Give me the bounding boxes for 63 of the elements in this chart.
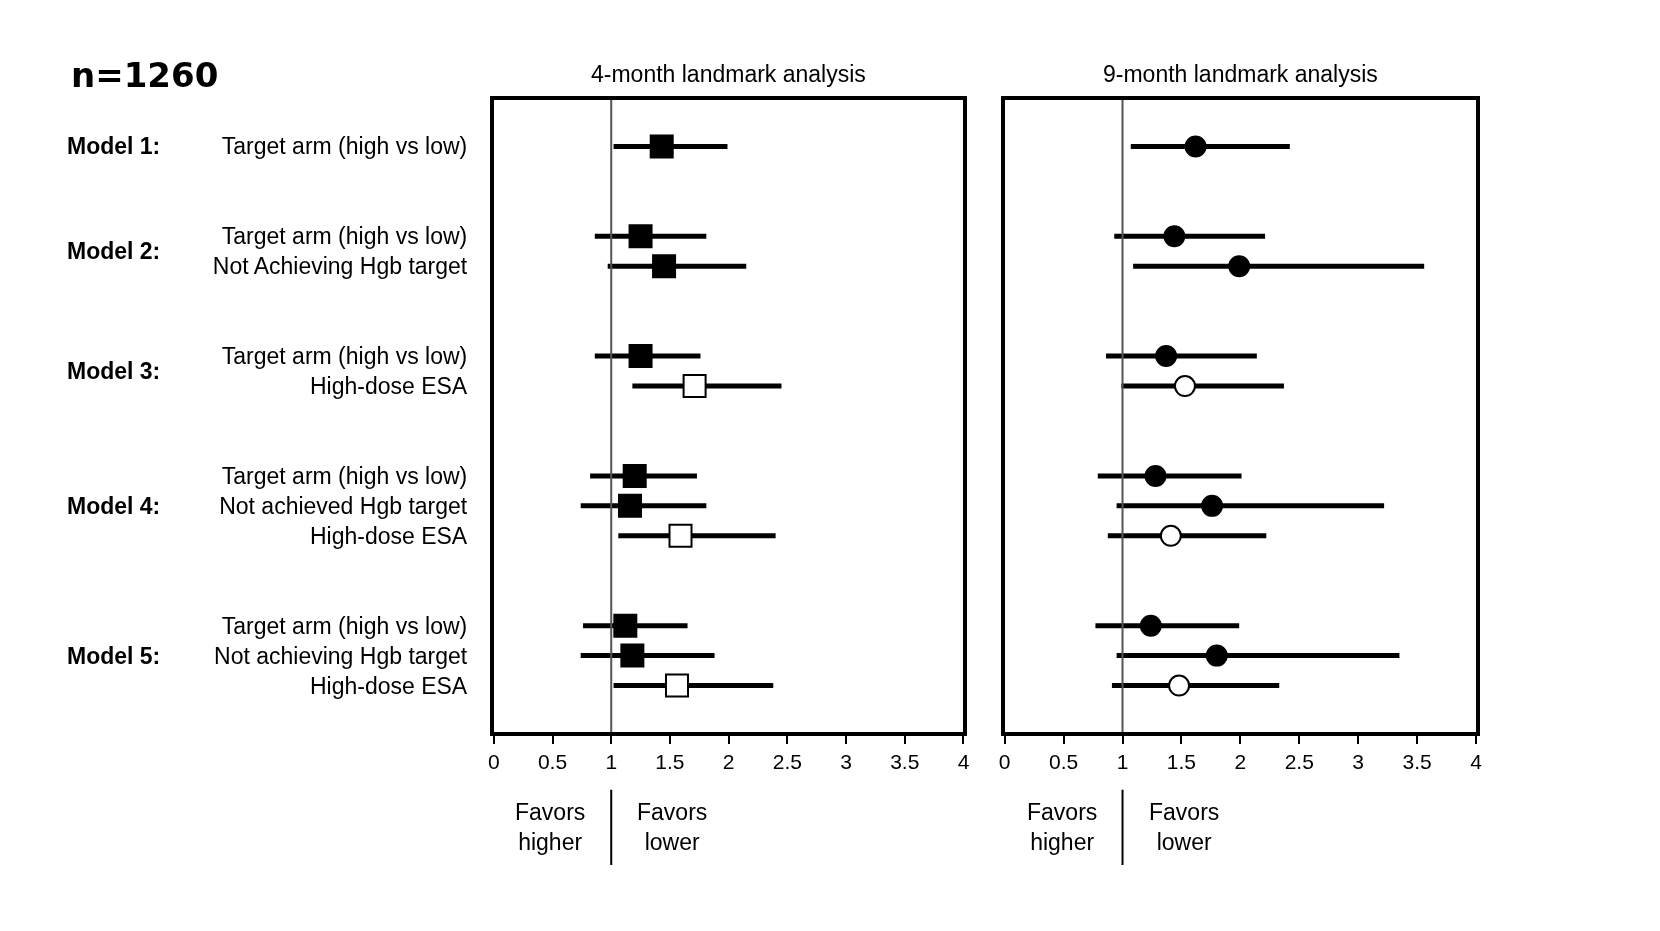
point	[652, 254, 677, 279]
x-tick-label: 4	[957, 750, 970, 774]
point	[682, 374, 707, 399]
x-tick-label: 0.5	[1049, 750, 1079, 774]
text: Favors higher	[1027, 799, 1098, 855]
x-tick-label: 0	[998, 750, 1011, 774]
x-tick-label: 1.5	[655, 750, 685, 774]
y-tick-label: High-dose ESA	[309, 373, 468, 400]
y-tick-label: High-dose ESA	[309, 522, 468, 549]
y-tick-label: Target arm (high vs low)	[221, 133, 468, 160]
point	[628, 224, 653, 249]
point	[1163, 225, 1186, 248]
point	[618, 493, 643, 518]
point	[628, 344, 653, 369]
chart-title: 4-month landmark analysis	[591, 61, 866, 87]
point	[1139, 614, 1162, 637]
point	[1184, 135, 1207, 158]
point	[1228, 255, 1251, 278]
x-tick-label: 0.5	[537, 750, 568, 774]
y-tick-label: Target arm (high vs low)	[221, 343, 468, 370]
text: Model 5:	[67, 643, 161, 669]
point	[622, 463, 647, 488]
point	[1159, 524, 1182, 547]
x-tick-label: 2	[1234, 750, 1247, 774]
x-tick-label: 3	[840, 750, 852, 774]
point	[1168, 674, 1191, 697]
point	[1155, 345, 1178, 368]
y-tick-label: Target arm (high vs low)	[221, 223, 468, 250]
y-tick-label: Not achieving Hgb target	[214, 642, 468, 669]
text: Model 2:	[67, 238, 161, 264]
x-tick-label: 3	[1352, 750, 1365, 774]
point	[1201, 494, 1224, 517]
text: n=1260	[71, 55, 219, 95]
x-tick-label: 0	[487, 750, 500, 774]
x-tick-label: 2	[722, 750, 735, 774]
point	[668, 523, 693, 548]
point	[1173, 375, 1196, 398]
point	[1205, 644, 1228, 667]
point	[664, 673, 689, 698]
x-tick-label: 1.5	[1166, 750, 1197, 774]
x-tick-label: 3.5	[1402, 750, 1432, 774]
y-tick-label: Target arm (high vs low)	[221, 612, 468, 639]
x-tick-label: 3.5	[890, 750, 920, 774]
y-tick-label: Not achieved Hgb target	[219, 492, 468, 519]
text: Model 4:	[67, 493, 161, 519]
x-tick-label: 1	[1116, 750, 1129, 774]
text: Model 3:	[67, 358, 161, 384]
text: Favors higher	[515, 799, 586, 855]
x-tick-label: 2.5	[772, 750, 802, 774]
text: Favors lower	[637, 799, 708, 855]
x-tick-label: 4	[1470, 750, 1483, 774]
x-tick-label: 1	[605, 750, 618, 774]
point	[649, 134, 674, 159]
point	[620, 643, 645, 668]
chart-title: 9-month landmark analysis	[1103, 61, 1378, 87]
text: Model 1:	[67, 133, 161, 159]
point	[1144, 464, 1167, 487]
y-tick-label: Target arm (high vs low)	[221, 462, 468, 489]
y-tick-label: Not Achieving Hgb target	[212, 253, 468, 280]
text: Favors lower	[1149, 799, 1220, 855]
x-tick-label: 2.5	[1284, 750, 1314, 774]
point	[613, 613, 638, 638]
y-tick-label: High-dose ESA	[309, 672, 468, 699]
